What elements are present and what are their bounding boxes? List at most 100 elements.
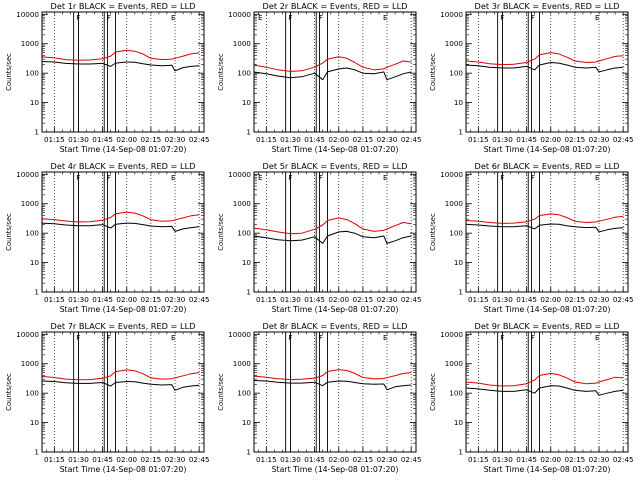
x-tick-label: 02:30 [165,455,186,464]
series-line-lld [253,56,412,72]
panel-title: Det 5r BLACK = Events, RED = LLD [263,161,408,171]
series-line-events [253,230,412,244]
x-tick-label: 02:45 [613,455,634,464]
series-line-events [41,222,200,232]
y-tick-label: 1000 [445,39,464,48]
x-tick-label: 02:45 [189,455,210,464]
y-tick-label: 1 [246,448,251,457]
series-line-lld [41,211,200,223]
x-tick-label: 02:30 [377,135,398,144]
y-tick-label: 10000 [440,10,463,19]
y-tick-label: 1 [458,128,463,137]
y-tick-label: 10 [454,258,464,267]
y-tick-label: 100 [25,389,39,398]
y-tick-label: 10000 [228,330,251,339]
y-axis-label: Counts/sec [5,53,13,91]
x-tick-label: 02:15 [565,295,586,304]
x-tick-label: 02:30 [589,455,610,464]
series-line-events [253,380,412,391]
y-tick-label: 1000 [445,359,464,368]
x-tick-label: 02:45 [613,135,634,144]
y-tick-label: 1 [458,448,463,457]
y-tick-label: 1 [34,288,39,297]
y-tick-label: 1 [34,128,39,137]
x-tick-label: 01:15 [468,455,489,464]
x-tick-label: 02:30 [165,135,186,144]
event-marker-letter: F [76,13,80,22]
event-marker-letter: E [383,13,388,22]
plot-frame [41,171,205,293]
event-marker-letter: E [258,173,263,182]
event-marker-letter: F [500,173,504,182]
x-tick-label: 02:00 [116,455,137,464]
x-tick-label: 02:30 [589,135,610,144]
x-tick-label: 01:45 [92,455,113,464]
x-axis-label: Start Time (14-Sep-08 01:07:20) [272,465,399,474]
event-marker-letter: E [171,333,176,342]
event-marker-letter: F [500,333,504,342]
panel-title: Det 2r BLACK = Events, RED = LLD [263,1,408,11]
x-tick-label: 02:45 [189,135,210,144]
panel-title: Det 6r BLACK = Events, RED = LLD [475,161,620,171]
y-tick-label: 10000 [440,170,463,179]
event-marker-letter: E [383,333,388,342]
x-axis-label: Start Time (14-Sep-08 01:07:20) [272,145,399,154]
x-tick-label: 02:30 [165,295,186,304]
detector-panel-6: Det 6r BLACK = Events, RED = LLD Counts/s… [429,161,634,314]
y-tick-label: 10000 [228,170,251,179]
x-axis-label: Start Time (14-Sep-08 01:07:20) [272,305,399,314]
event-marker-letter: F [531,333,535,342]
x-tick-label: 02:30 [377,295,398,304]
panel-title: Det 9r BLACK = Events, RED = LLD [475,321,620,331]
y-tick-label: 1000 [233,359,252,368]
series-line-events [41,380,200,391]
y-tick-label: 100 [237,389,251,398]
detector-panel-7: Det 7r BLACK = Events, RED = LLD Counts/s… [5,321,210,474]
x-tick-label: 02:30 [377,455,398,464]
plot-frame [253,11,417,133]
x-tick-label: 01:30 [492,295,513,304]
x-tick-label: 01:15 [256,455,277,464]
x-axis-label: Start Time (14-Sep-08 01:07:20) [484,305,611,314]
x-tick-label: 02:00 [116,135,137,144]
detector-panel-3: Det 3r BLACK = Events, RED = LLD Counts/s… [429,1,634,154]
event-marker-letter: F [319,13,323,22]
plot-frame [41,331,205,453]
x-tick-label: 01:30 [280,295,301,304]
y-tick-label: 100 [237,69,251,78]
x-tick-label: 02:30 [589,295,610,304]
x-tick-label: 01:30 [280,455,301,464]
x-tick-label: 01:30 [68,135,89,144]
detector-panel-1: Det 1r BLACK = Events, RED = LLD Counts/s… [5,1,210,154]
x-tick-label: 02:15 [565,455,586,464]
event-marker-letter: F [107,173,111,182]
x-tick-label: 01:45 [304,455,325,464]
series-line-events [253,67,412,81]
y-tick-label: 10 [242,258,252,267]
y-tick-label: 1000 [233,199,252,208]
y-tick-label: 10 [242,98,252,107]
event-marker-letter: F [319,173,323,182]
series-line-lld [253,217,412,235]
x-tick-label: 01:15 [256,135,277,144]
y-tick-label: 10 [242,418,252,427]
series-line-lld [465,52,624,66]
x-axis-label: Start Time (14-Sep-08 01:07:20) [484,145,611,154]
y-tick-label: 10000 [440,330,463,339]
plot-frame [465,171,629,293]
event-marker-letter: E [595,173,600,182]
y-axis-label: Counts/sec [429,213,437,251]
y-tick-label: 10000 [228,10,251,19]
event-marker-letter: F [531,173,535,182]
x-tick-label: 02:00 [540,295,561,304]
y-tick-label: 1000 [21,199,40,208]
y-axis-label: Counts/sec [429,53,437,91]
x-tick-label: 01:45 [304,295,325,304]
event-marker-letter: F [288,173,292,182]
panel-title: Det 1r BLACK = Events, RED = LLD [51,1,196,11]
y-tick-label: 1 [246,128,251,137]
event-marker-letter: F [107,333,111,342]
x-tick-label: 02:00 [328,455,349,464]
y-tick-label: 100 [25,69,39,78]
panel-title: Det 7r BLACK = Events, RED = LLD [51,321,196,331]
